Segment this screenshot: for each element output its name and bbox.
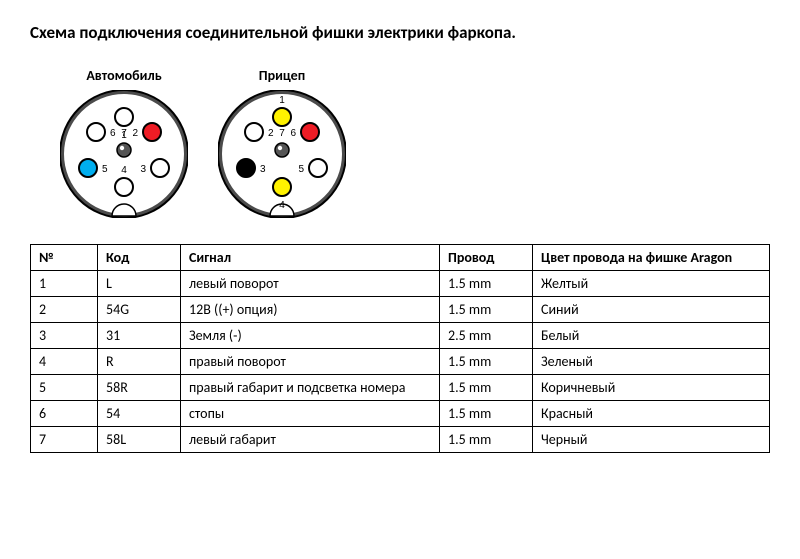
connector-car-svg: 1625347 <box>60 90 188 218</box>
cell-color: Зеленый <box>533 349 770 375</box>
cell-num: 5 <box>31 375 98 401</box>
connector-trailer: Прицеп 1 2 6 3 5 4 7 <box>218 67 346 218</box>
cell-color: Синий <box>533 297 770 323</box>
table-row: 1Lлевый поворот1.5 mmЖелтый <box>31 271 770 297</box>
cell-code: 58R <box>98 375 181 401</box>
cell-wire: 1.5 mm <box>440 427 533 453</box>
svg-text:4: 4 <box>279 200 285 211</box>
table-row: 558Rправый габарит и подсветка номера1.5… <box>31 375 770 401</box>
th-signal: Сигнал <box>181 245 440 271</box>
cell-num: 4 <box>31 349 98 375</box>
cell-wire: 1.5 mm <box>440 375 533 401</box>
svg-text:4: 4 <box>121 165 127 176</box>
cell-signal: 12В ((+) опция) <box>181 297 440 323</box>
svg-text:6: 6 <box>110 128 116 139</box>
connector-trailer-svg: 1 2 6 3 5 4 7 <box>218 90 346 218</box>
svg-text:2: 2 <box>268 128 274 139</box>
table-row: 758Lлевый габарит1.5 mmЧерный <box>31 427 770 453</box>
cell-signal: Земля (-) <box>181 323 440 349</box>
cell-num: 2 <box>31 297 98 323</box>
table-row: 331Земля (-)2.5 mmБелый <box>31 323 770 349</box>
cell-num: 7 <box>31 427 98 453</box>
connector-car: Автомобиль 1625347 <box>60 67 188 218</box>
cell-code: 54G <box>98 297 181 323</box>
svg-text:5: 5 <box>298 164 304 175</box>
svg-text:7: 7 <box>279 128 285 139</box>
table-body: 1Lлевый поворот1.5 mmЖелтый254G12В ((+) … <box>31 271 770 453</box>
table-row: 4Rправый поворот1.5 mmЗеленый <box>31 349 770 375</box>
cell-code: 31 <box>98 323 181 349</box>
cell-signal: левый габарит <box>181 427 440 453</box>
cell-signal: правый поворот <box>181 349 440 375</box>
cell-signal: стопы <box>181 401 440 427</box>
table-row: 654стопы1.5 mmКрасный <box>31 401 770 427</box>
cell-code: 54 <box>98 401 181 427</box>
pin-table: № Код Сигнал Провод Цвет провода на фишк… <box>30 244 770 453</box>
th-wire: Провод <box>440 245 533 271</box>
cell-color: Черный <box>533 427 770 453</box>
table-header-row: № Код Сигнал Провод Цвет провода на фишк… <box>31 245 770 271</box>
cell-num: 6 <box>31 401 98 427</box>
connector-diagrams: Автомобиль 1 6 2 5 3 4 7 Прицеп 1 2 6 3 5 4 7 <box>60 67 770 218</box>
cell-color: Желтый <box>533 271 770 297</box>
svg-text:5: 5 <box>102 164 108 175</box>
cell-wire: 1.5 mm <box>440 271 533 297</box>
cell-wire: 2.5 mm <box>440 323 533 349</box>
svg-text:7: 7 <box>121 128 127 139</box>
th-color: Цвет провода на фишке Aragon <box>533 245 770 271</box>
svg-text:1: 1 <box>279 95 285 106</box>
connector-car-label: Автомобиль <box>86 67 161 84</box>
svg-text:3: 3 <box>140 164 146 175</box>
cell-num: 1 <box>31 271 98 297</box>
svg-text:2: 2 <box>132 128 138 139</box>
th-num: № <box>31 245 98 271</box>
table-row: 254G12В ((+) опция)1.5 mmСиний <box>31 297 770 323</box>
cell-signal: левый поворот <box>181 271 440 297</box>
cell-color: Белый <box>533 323 770 349</box>
th-code: Код <box>98 245 181 271</box>
cell-wire: 1.5 mm <box>440 401 533 427</box>
svg-text:3: 3 <box>260 164 266 175</box>
cell-num: 3 <box>31 323 98 349</box>
cell-wire: 1.5 mm <box>440 349 533 375</box>
connector-trailer-label: Прицеп <box>259 67 305 84</box>
cell-color: Красный <box>533 401 770 427</box>
svg-text:6: 6 <box>290 128 296 139</box>
page-title: Схема подключения соединительной фишки э… <box>30 22 770 43</box>
cell-color: Коричневый <box>533 375 770 401</box>
cell-code: L <box>98 271 181 297</box>
cell-wire: 1.5 mm <box>440 297 533 323</box>
cell-code: 58L <box>98 427 181 453</box>
cell-signal: правый габарит и подсветка номера <box>181 375 440 401</box>
cell-code: R <box>98 349 181 375</box>
